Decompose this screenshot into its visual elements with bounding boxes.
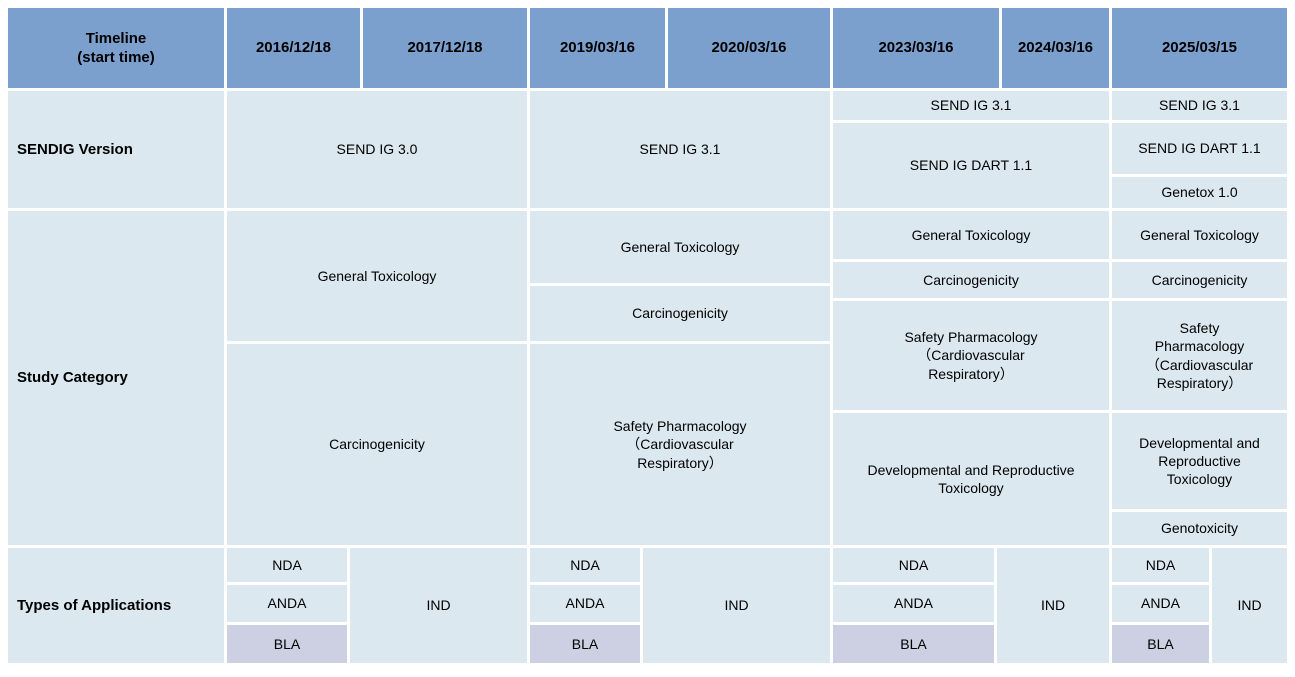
header-date-2020-03-16: 2020/03/16 — [668, 8, 830, 88]
study-cell-general-toxicology-2019-2020: General Toxicology — [530, 211, 830, 283]
header-date-2019-03-16: 2019/03/16 — [530, 8, 665, 88]
apps-cell-bla-2023: BLA — [833, 625, 994, 663]
apps-cell-anda-2019: ANDA — [530, 585, 640, 622]
study-cell-carcinogenicity-2019-2020: Carcinogenicity — [530, 286, 830, 341]
apps-cell-bla-2016: BLA — [227, 625, 347, 663]
apps-cell-nda-2023: NDA — [833, 548, 994, 582]
version-cell-send-ig-dart-2023-2024: SEND IG DART 1.1 — [833, 123, 1109, 208]
version-cell-genetox-2025: Genetox 1.0 — [1112, 177, 1287, 208]
apps-cell-ind-2020: IND — [643, 548, 830, 663]
apps-cell-anda-2025: ANDA — [1112, 585, 1209, 622]
apps-cell-ind-2025: IND — [1212, 548, 1287, 663]
version-cell-send-ig-3-1-2019-2020: SEND IG 3.1 — [530, 91, 830, 208]
row-label-types-of-applications: Types of Applications — [8, 548, 224, 663]
apps-cell-anda-2023: ANDA — [833, 585, 994, 622]
header-date-2024-03-16: 2024/03/16 — [1002, 8, 1109, 88]
apps-cell-nda-2025: NDA — [1112, 548, 1209, 582]
version-cell-send-ig-3-1-2023-2024: SEND IG 3.1 — [833, 91, 1109, 120]
header-date-2025-03-15: 2025/03/15 — [1112, 8, 1287, 88]
header-date-2016-12-18: 2016/12/18 — [227, 8, 360, 88]
apps-cell-bla-2019: BLA — [530, 625, 640, 663]
study-cell-general-toxicology-2016-2017: General Toxicology — [227, 211, 527, 341]
study-cell-safety-pharmacology-2025: Safety Pharmacology （Cardiovascular Resp… — [1112, 301, 1287, 410]
study-cell-dart-toxicology-2025: Developmental and Reproductive Toxicolog… — [1112, 413, 1287, 509]
header-date-2023-03-16: 2023/03/16 — [833, 8, 999, 88]
version-cell-send-ig-3-0: SEND IG 3.0 — [227, 91, 527, 208]
row-label-study-category: Study Category — [8, 211, 224, 545]
row-label-sendig-version: SENDIG Version — [8, 91, 224, 208]
study-cell-safety-pharmacology-2023-2024: Safety Pharmacology （Cardiovascular Resp… — [833, 301, 1109, 410]
study-cell-general-toxicology-2023-2024: General Toxicology — [833, 211, 1109, 259]
apps-cell-bla-2025: BLA — [1112, 625, 1209, 663]
study-cell-safety-pharmacology-2019-2020: Safety Pharmacology （Cardiovascular Resp… — [530, 344, 830, 545]
header-timeline: Timeline (start time) — [8, 8, 224, 88]
study-cell-general-toxicology-2025: General Toxicology — [1112, 211, 1287, 259]
apps-cell-nda-2019: NDA — [530, 548, 640, 582]
version-cell-send-ig-dart-2025: SEND IG DART 1.1 — [1112, 123, 1287, 174]
apps-cell-nda-2016: NDA — [227, 548, 347, 582]
apps-cell-ind-2017: IND — [350, 548, 527, 663]
study-cell-carcinogenicity-2025: Carcinogenicity — [1112, 262, 1287, 298]
version-cell-send-ig-3-1-2025: SEND IG 3.1 — [1112, 91, 1287, 120]
apps-cell-anda-2016: ANDA — [227, 585, 347, 622]
study-cell-carcinogenicity-2016-2017: Carcinogenicity — [227, 344, 527, 545]
apps-cell-ind-2024: IND — [997, 548, 1109, 663]
header-date-2017-12-18: 2017/12/18 — [363, 8, 527, 88]
study-cell-dart-toxicology-2023-2024: Developmental and Reproductive Toxicolog… — [833, 413, 1109, 545]
study-cell-carcinogenicity-2023-2024: Carcinogenicity — [833, 262, 1109, 298]
study-cell-genotoxicity-2025: Genotoxicity — [1112, 512, 1287, 545]
